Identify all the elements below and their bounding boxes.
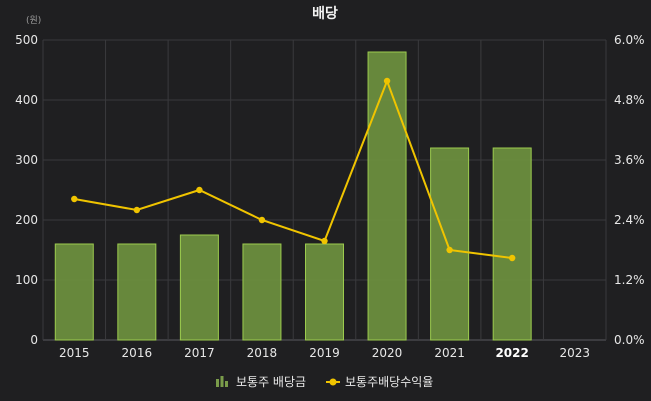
bar-2016[interactable]: [117, 243, 157, 341]
x-tick-label: 2019: [309, 346, 340, 360]
bar-2021[interactable]: [430, 147, 470, 341]
y-tick-right: 6.0%: [614, 33, 645, 47]
yield-point-2019[interactable]: [321, 237, 328, 245]
grid-layer: [42, 39, 607, 341]
y-tick-right: 2.4%: [614, 213, 645, 227]
legend-label-yield: 보통주배당수익율: [345, 375, 433, 389]
axis-layer: 0 0.0% 100 1.2% 200 2.4% 300 3.6% 400 4.8% 500 6.0%…: [15, 33, 644, 360]
y-tick-left: 400: [15, 93, 38, 107]
bar-chart-icon: [216, 376, 228, 387]
x-tick-label: 2016: [122, 346, 153, 360]
yield-line: [74, 78, 513, 259]
x-tick-label: 2020: [372, 346, 403, 360]
y-tick-left: 0: [30, 333, 38, 347]
yield-point-2022[interactable]: [508, 254, 516, 262]
x-tick-label: 2018: [247, 346, 278, 360]
x-tick-label: 2022: [495, 346, 528, 360]
yield-point-2017[interactable]: [196, 186, 203, 194]
x-tick-label: 2021: [434, 346, 465, 360]
legend-item-yield[interactable]: 보통주배당수익율: [326, 375, 433, 389]
y-tick-left: 300: [15, 153, 38, 167]
x-tick-label: 2023: [559, 346, 590, 360]
line-marker-icon: [326, 378, 340, 386]
y-axis-unit-label: (원): [26, 15, 41, 26]
bar-2019[interactable]: [305, 243, 344, 341]
y-tick-right: 4.8%: [614, 93, 645, 107]
legend-item-dividend[interactable]: 보통주 배당금: [216, 375, 306, 389]
yield-point-2020[interactable]: [383, 77, 391, 85]
y-tick-left: 500: [15, 33, 38, 47]
bar-2020[interactable]: [367, 51, 407, 341]
legend: 보통주 배당금 보통주배당수익율: [216, 375, 433, 389]
line-series: [71, 77, 516, 262]
yield-point-2016[interactable]: [133, 206, 141, 214]
y-tick-left: 200: [15, 213, 38, 227]
legend-label-dividend: 보통주 배당금: [236, 375, 306, 389]
x-tick-label: 2017: [184, 346, 215, 360]
y-tick-left: 100: [15, 273, 38, 287]
bar-2022[interactable]: [492, 147, 532, 341]
yield-point-2018[interactable]: [258, 216, 266, 224]
bar-2018[interactable]: [242, 243, 282, 341]
y-tick-right: 3.6%: [614, 153, 645, 167]
yield-point-2015[interactable]: [71, 195, 78, 203]
y-tick-right: 1.2%: [614, 273, 645, 287]
y-tick-right: 0.0%: [614, 333, 645, 347]
x-tick-label: 2015: [59, 346, 90, 360]
bar-2015[interactable]: [54, 243, 94, 341]
bar-2017[interactable]: [179, 234, 219, 341]
chart-title: 배당: [312, 5, 338, 22]
bar-series: [54, 51, 532, 341]
yield-point-2021[interactable]: [446, 246, 453, 254]
